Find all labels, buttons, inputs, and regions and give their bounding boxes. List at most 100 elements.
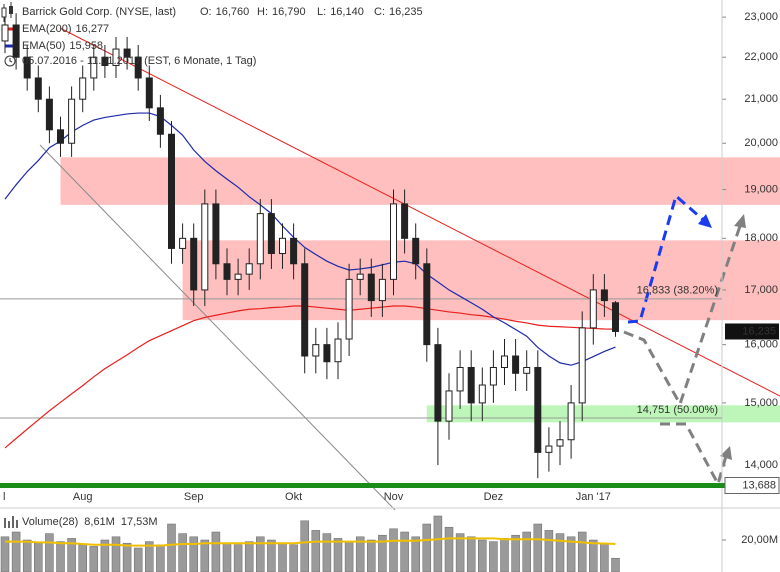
volume-bar: [367, 539, 376, 572]
volume-bar: [322, 533, 332, 572]
zone: [426, 405, 780, 423]
candle-body: [301, 263, 309, 357]
candle-body: [356, 273, 364, 280]
volume-bar: [489, 541, 498, 572]
candle-body: [345, 278, 353, 340]
candle-body: [567, 402, 575, 441]
last-price-tag: [725, 323, 779, 340]
volume-bar: [577, 531, 587, 572]
zone: [60, 157, 780, 205]
candle-body: [57, 129, 64, 144]
candle-body: [223, 263, 231, 280]
volume-bar: [389, 528, 398, 572]
y-tick-label: 16,000: [744, 339, 778, 351]
candle-body: [412, 237, 420, 265]
volume-bar: [67, 538, 76, 572]
volume-bar: [256, 536, 265, 572]
candle-body: [367, 273, 375, 302]
y-tick-label: 17,000: [744, 284, 778, 296]
volume-bar: [189, 536, 198, 572]
volume-bar: [222, 542, 232, 572]
volume-bar: [122, 542, 132, 572]
volume-bar: [22, 539, 32, 572]
volume-bar: [300, 520, 309, 572]
level-label: 16,833 (38.20%): [637, 285, 718, 297]
volume-bar: [433, 515, 443, 572]
volume-title: Volume(28): [22, 516, 78, 528]
candle-body: [256, 213, 264, 265]
volume-bar: [200, 539, 210, 572]
volume-bar: [611, 557, 620, 572]
arrowhead: [698, 214, 712, 228]
candle-body: [378, 278, 386, 302]
support-line: [39, 144, 396, 511]
volume-bar: [522, 531, 531, 572]
volume-bar: [555, 533, 565, 572]
quote-label: C:: [374, 6, 385, 18]
candle-body: [578, 327, 586, 404]
candle-body: [267, 213, 275, 255]
candle-body: [79, 77, 87, 100]
volume-bar: [233, 544, 243, 572]
volume-average: [5, 537, 616, 547]
volume-bar: [100, 539, 110, 572]
quote-value: 16,235: [389, 6, 423, 18]
candle-body: [423, 263, 431, 346]
quote-label: H:: [257, 6, 268, 18]
volume-bar: [544, 530, 554, 572]
candle-body: [545, 445, 553, 453]
volume-bar: [344, 541, 354, 572]
candle-body: [1, 24, 9, 42]
chart-title: Barrick Gold Corp. (NYSE, last): [22, 6, 176, 18]
candle-body: [101, 56, 109, 66]
volume-bar: [34, 542, 43, 572]
volume-bar: [533, 523, 543, 572]
volume-bar: [400, 531, 409, 572]
volume-icon: [4, 518, 6, 528]
volume-bar: [311, 530, 321, 572]
volume-bar: [333, 538, 343, 572]
volume-bar: [156, 544, 165, 572]
y-tick-label: 20,00M: [741, 534, 778, 546]
candle-body: [123, 48, 131, 58]
candle-body: [501, 355, 508, 368]
forecast-arrow: [627, 193, 709, 324]
candle-body: [190, 237, 198, 291]
x-tick-label: Nov: [384, 491, 404, 503]
clock-icon: [9, 58, 13, 63]
quote-value: 16,790: [272, 6, 306, 18]
candle-body: [334, 338, 342, 363]
volume-bar: [178, 533, 187, 572]
volume-bar: [411, 536, 420, 572]
volume-average-last: 17,53M: [121, 516, 158, 528]
candle-icon: [9, 6, 13, 14]
candle-body: [156, 107, 164, 135]
volume-bar: [511, 534, 520, 572]
candle-body: [234, 273, 242, 280]
volume-bar: [133, 547, 143, 572]
y-tick-label: 14,000: [744, 459, 778, 471]
candle-body: [179, 237, 187, 249]
legend-icons: [1, 2, 18, 528]
volume-bar: [589, 539, 598, 572]
volume-bar: [45, 533, 54, 572]
quote-label: O:: [200, 6, 212, 18]
arrowhead: [720, 446, 732, 460]
candle-body: [478, 384, 486, 404]
candle-body: [600, 289, 608, 302]
x-tick-label: l: [3, 491, 5, 503]
candle-body: [134, 56, 142, 79]
volume-bar: [500, 538, 509, 572]
candle-body: [456, 366, 464, 392]
candle-body: [489, 366, 497, 386]
y-tick-label: 19,000: [744, 183, 778, 195]
candle-body: [556, 439, 564, 447]
volume-bar: [111, 536, 121, 572]
ema-line: [4, 112, 616, 366]
volume-bar: [444, 526, 454, 572]
legend-name: EMA(50): [22, 40, 65, 52]
candle-body: [23, 56, 31, 79]
candle-body: [245, 263, 253, 275]
